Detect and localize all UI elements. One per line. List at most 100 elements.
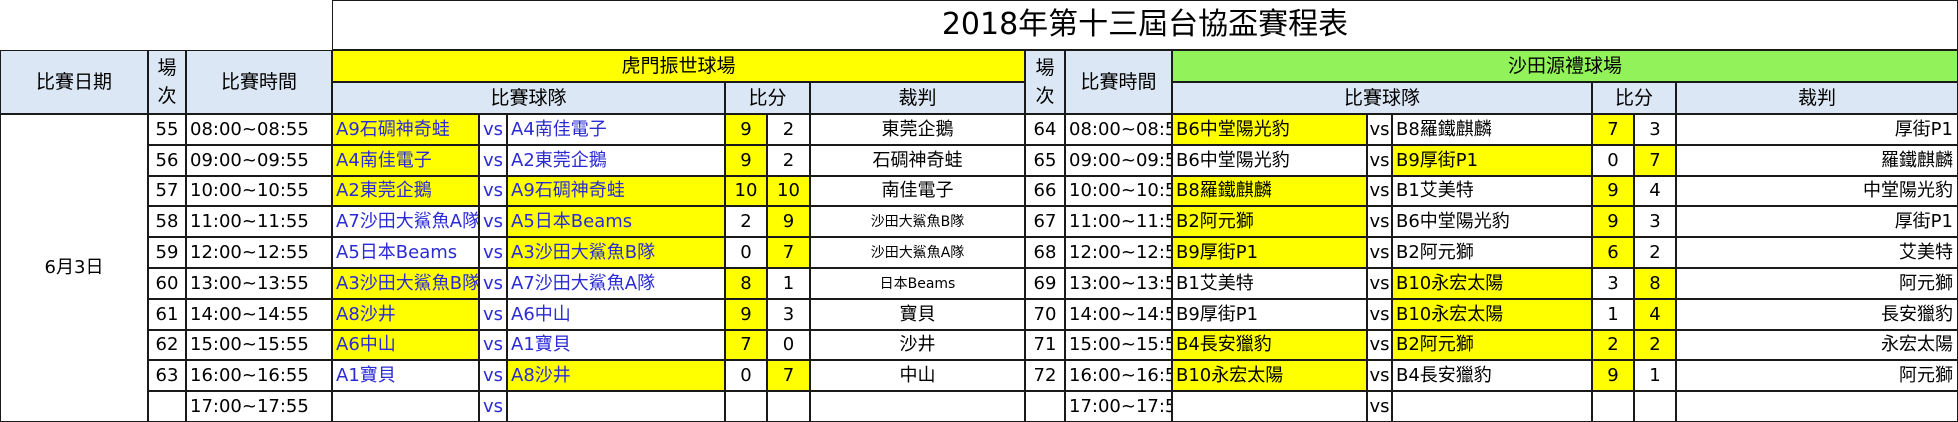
venue-a-row-home-score: 9	[725, 299, 767, 330]
venue-b-row-round: 72	[1025, 360, 1065, 391]
venue-a-row-home-score: 7	[725, 330, 767, 360]
venue-b-row-vs: vs	[1367, 360, 1392, 391]
venue-a-row-home-team: A4南佳電子	[332, 145, 479, 176]
venue-b-row-referee: 厚街P1	[1676, 114, 1958, 145]
venue-b-row-round: 69	[1025, 268, 1065, 299]
venue-b-row-time: 12:00~12:55	[1065, 237, 1172, 268]
venue-b-row-home-team	[1172, 391, 1367, 422]
venue-b-row-away-score: 1	[1634, 360, 1676, 391]
venue-a-row-referee: 石碉神奇蛙	[810, 145, 1025, 176]
venue-a-row-away-team: A4南佳電子	[507, 114, 725, 145]
venue-a-row-home-team: A3沙田大鯊魚B隊	[332, 268, 479, 299]
header-round-b-text: 場次	[1035, 57, 1055, 107]
venue-b-row-home-score: 0	[1592, 145, 1634, 176]
venue-b-row-away-team: B4長安獵豹	[1392, 360, 1592, 391]
venue-b-row-away-team: B10永宏太陽	[1392, 299, 1592, 330]
venue-b-row-home-team: B10永宏太陽	[1172, 360, 1367, 391]
venue-b-row-vs: vs	[1367, 391, 1392, 422]
venue-a-row-away-team: A5日本Beams	[507, 206, 725, 237]
venue-b-row-home-team: B2阿元獅	[1172, 206, 1367, 237]
venue-b-row-away-score: 4	[1634, 176, 1676, 206]
venue-b-row-away-team: B1艾美特	[1392, 176, 1592, 206]
venue-a-row-away-team: A6中山	[507, 299, 725, 330]
venue-b-row-time: 11:00~11:55	[1065, 206, 1172, 237]
venue-a-row-referee: 寶貝	[810, 299, 1025, 330]
venue-b-name: 沙田源禮球場	[1172, 50, 1958, 82]
venue-a-row-round	[148, 391, 186, 422]
venue-b-row-referee	[1676, 391, 1958, 422]
header-round-a: 場次	[148, 50, 186, 114]
header-teams-b: 比賽球隊	[1172, 82, 1592, 114]
venue-a-row-home-team: A5日本Beams	[332, 237, 479, 268]
venue-a-row-referee: 沙田大鯊魚B隊	[810, 206, 1025, 237]
venue-a-row-time: 10:00~10:55	[186, 176, 332, 206]
venue-a-row-away-score: 2	[767, 114, 810, 145]
venue-b-row-home-team: B6中堂陽光豹	[1172, 114, 1367, 145]
venue-a-row-home-score: 9	[725, 114, 767, 145]
venue-b-row-away-team: B6中堂陽光豹	[1392, 206, 1592, 237]
venue-b-row-vs: vs	[1367, 237, 1392, 268]
venue-b-row-round: 70	[1025, 299, 1065, 330]
header-round-b: 場次	[1025, 50, 1065, 114]
venue-b-row-referee: 厚街P1	[1676, 206, 1958, 237]
venue-b-row-time: 14:00~14:55	[1065, 299, 1172, 330]
venue-b-row-vs: vs	[1367, 299, 1392, 330]
venue-a-row-vs: vs	[479, 330, 507, 360]
venue-a-row-vs: vs	[479, 268, 507, 299]
venue-b-row-referee: 阿元獅	[1676, 360, 1958, 391]
venue-a-row-away-team	[507, 391, 725, 422]
venue-a-row-vs: vs	[479, 176, 507, 206]
venue-b-row-referee: 中堂陽光豹	[1676, 176, 1958, 206]
venue-b-row-round	[1025, 391, 1065, 422]
venue-b-row-away-score: 8	[1634, 268, 1676, 299]
venue-b-row-home-score: 9	[1592, 206, 1634, 237]
venue-b-row-time: 09:00~09:55	[1065, 145, 1172, 176]
venue-a-row-home-score: 0	[725, 237, 767, 268]
venue-b-row-away-team: B2阿元獅	[1392, 330, 1592, 360]
venue-a-row-home-score: 9	[725, 145, 767, 176]
venue-a-row-home-score: 2	[725, 206, 767, 237]
venue-a-row-round: 61	[148, 299, 186, 330]
venue-b-row-time: 15:00~15:55	[1065, 330, 1172, 360]
venue-a-row-round: 57	[148, 176, 186, 206]
venue-b-row-home-score: 7	[1592, 114, 1634, 145]
venue-a-row-referee: 日本Beams	[810, 268, 1025, 299]
venue-a-row-home-team: A2東莞企鵝	[332, 176, 479, 206]
venue-a-row-away-score: 0	[767, 330, 810, 360]
venue-b-row-time: 10:00~10:55	[1065, 176, 1172, 206]
header-time-a: 比賽時間	[186, 50, 332, 114]
venue-a-row-home-team: A9石碉神奇蛙	[332, 114, 479, 145]
venue-a-row-away-team: A2東莞企鵝	[507, 145, 725, 176]
venue-b-row-home-team: B4長安獵豹	[1172, 330, 1367, 360]
venue-b-row-vs: vs	[1367, 268, 1392, 299]
venue-b-row-round: 68	[1025, 237, 1065, 268]
venue-a-row-referee: 沙田大鯊魚A隊	[810, 237, 1025, 268]
venue-a-row-away-team: A9石碉神奇蛙	[507, 176, 725, 206]
venue-b-row-vs: vs	[1367, 206, 1392, 237]
venue-a-name: 虎門振世球場	[332, 50, 1025, 82]
venue-a-row-time: 08:00~08:55	[186, 114, 332, 145]
venue-b-row-home-team: B8羅鐵麒麟	[1172, 176, 1367, 206]
venue-b-row-round: 64	[1025, 114, 1065, 145]
venue-a-row-away-score: 2	[767, 145, 810, 176]
venue-b-row-round: 71	[1025, 330, 1065, 360]
venue-a-row-referee	[810, 391, 1025, 422]
venue-b-row-away-score: 7	[1634, 145, 1676, 176]
venue-b-row-home-team: B9厚街P1	[1172, 299, 1367, 330]
venue-b-row-away-team: B9厚街P1	[1392, 145, 1592, 176]
venue-b-row-home-score: 1	[1592, 299, 1634, 330]
match-date: 6月3日	[0, 114, 148, 422]
venue-a-row-round: 56	[148, 145, 186, 176]
venue-a-row-home-team: A8沙井	[332, 299, 479, 330]
venue-b-row-time: 08:00~08:55	[1065, 114, 1172, 145]
venue-a-row-vs: vs	[479, 299, 507, 330]
venue-a-row-home-team: A7沙田大鯊魚A隊	[332, 206, 479, 237]
venue-b-row-home-score: 6	[1592, 237, 1634, 268]
header-referee-b: 裁判	[1676, 82, 1958, 114]
venue-b-row-vs: vs	[1367, 176, 1392, 206]
header-referee-a: 裁判	[810, 82, 1025, 114]
venue-b-row-home-team: B6中堂陽光豹	[1172, 145, 1367, 176]
venue-a-row-time: 11:00~11:55	[186, 206, 332, 237]
venue-b-row-round: 65	[1025, 145, 1065, 176]
